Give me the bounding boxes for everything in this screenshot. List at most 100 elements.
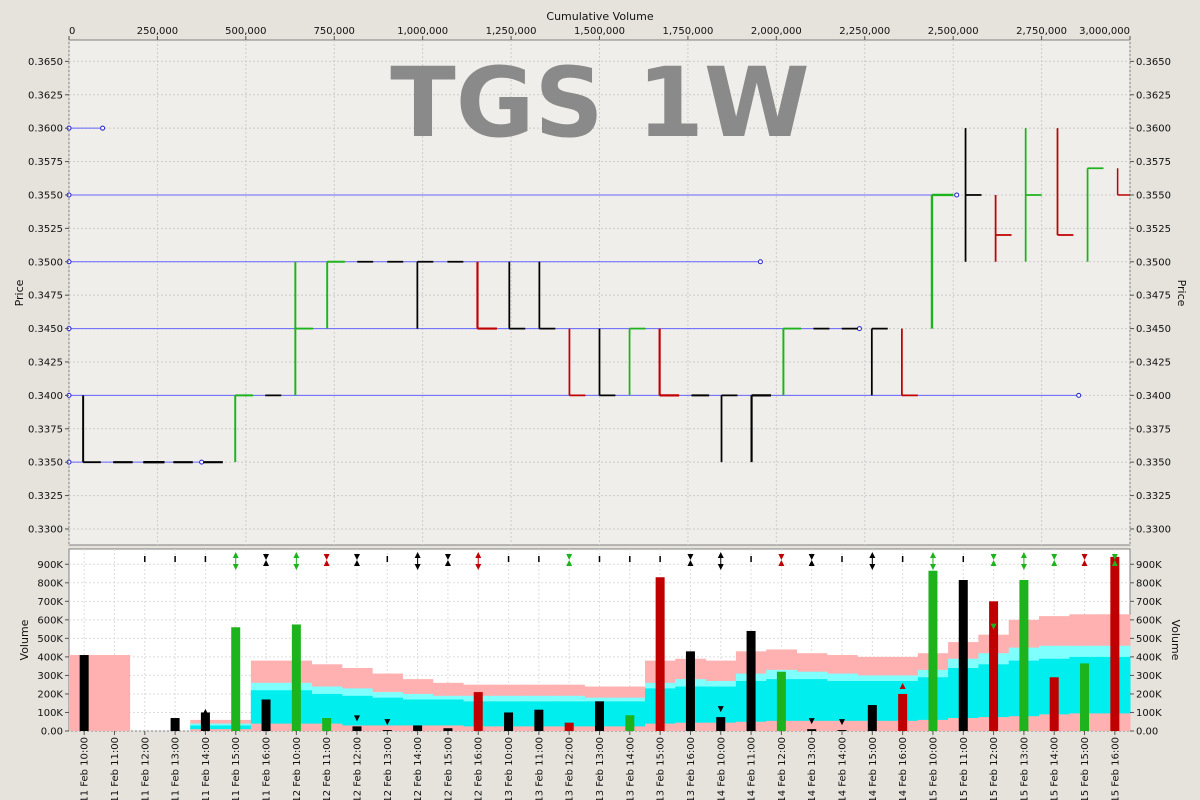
volume-bar [958, 580, 968, 731]
signal-marker-down [1081, 554, 1088, 560]
time-tick-label: 15 Feb 16:00 [1110, 737, 1121, 800]
time-tick-label: 15 Feb 11:00 [959, 737, 970, 800]
volume-bar-arrow [202, 708, 209, 715]
signal-marker-up [293, 552, 300, 558]
volume-bar [443, 728, 453, 731]
volume-band-segment [826, 720, 858, 731]
volume-tick-label: 300K [37, 671, 63, 682]
volume-bar [352, 726, 362, 731]
volume-bar [989, 601, 999, 731]
y-tick-label: 0.3575 [28, 157, 63, 168]
time-tick-label: 11 Feb 12:00 [140, 737, 151, 800]
y-tick-label: 0.3650 [1136, 57, 1171, 68]
y-tick-label: 0.3475 [28, 291, 63, 302]
price-level-end-point [199, 459, 205, 465]
volume-tick-label: 600K [37, 615, 63, 626]
volume-bar [1110, 556, 1120, 731]
time-tick-label: 13 Feb 14:00 [625, 737, 636, 800]
volume-tick-label: 700K [1136, 597, 1162, 608]
volume-bar-arrow [899, 682, 906, 689]
volume-tick-label: 0.00 [41, 727, 63, 738]
signal-marker-up [1051, 560, 1058, 566]
y-tick-label: 0.3525 [28, 224, 63, 235]
signal-marker-up [717, 552, 724, 558]
signal-marker-up [263, 560, 270, 566]
chart-watermark: TGS 1W [390, 47, 810, 159]
time-tick-label: 12 Feb 15:00 [443, 737, 454, 800]
signal-marker-down [717, 564, 724, 570]
x-tick-label: 2,500,000 [928, 26, 979, 37]
volume-tick-label: 0.00 [1136, 727, 1158, 738]
volume-bar-arrow [717, 706, 724, 713]
x-tick-label: 1,250,000 [486, 26, 537, 37]
time-tick-label: 13 Feb 12:00 [565, 737, 576, 800]
y-tick-label: 0.3625 [28, 90, 63, 101]
price-bars [82, 128, 1130, 464]
signal-marker-down [263, 554, 270, 560]
x-tick-label: 2,000,000 [751, 26, 802, 37]
signal-marker-up [1081, 560, 1088, 566]
signal-marker-down [232, 564, 239, 570]
signal-marker-up [778, 560, 785, 566]
price-axis-title-left: Price [13, 279, 26, 306]
volume-bar [867, 705, 877, 731]
time-tick-label: 14 Feb 10:00 [716, 737, 727, 800]
price-level-end-point [1076, 392, 1082, 398]
volume-bar-arrow [353, 715, 360, 722]
time-tick-label: 13 Feb 16:00 [686, 737, 697, 800]
volume-bar [504, 712, 514, 731]
time-tick-label: 15 Feb 15:00 [1080, 737, 1091, 800]
price-axis-title-right: Price [1175, 280, 1188, 307]
time-tick-label: 15 Feb 14:00 [1050, 737, 1061, 800]
x-tick-label: 250,000 [137, 26, 178, 37]
volume-bar [716, 717, 726, 731]
price-level-end-point [100, 125, 106, 131]
signal-marker-up [1111, 560, 1118, 566]
volume-band-segment [341, 695, 373, 731]
x-tick-label: 750,000 [314, 26, 355, 37]
signal-marker-down [687, 554, 694, 560]
time-tick-label: 13 Feb 11:00 [534, 737, 545, 800]
time-tick-label: 11 Feb 10:00 [80, 737, 91, 800]
volume-bar [564, 722, 574, 731]
signal-marker-down [929, 564, 936, 570]
signal-marker-up [869, 552, 876, 558]
time-tick-label: 14 Feb 14:00 [838, 737, 849, 800]
volume-tick-label: 900K [37, 560, 63, 571]
volume-tick-label: 500K [37, 634, 63, 645]
volume-bar-arrow [232, 708, 239, 715]
volume-tick-label: 300K [1136, 671, 1162, 682]
y-tick-label: 0.3300 [1136, 524, 1171, 535]
x-tick-label: 1,750,000 [662, 26, 713, 37]
y-tick-label: 0.3600 [28, 124, 63, 135]
volume-bar [655, 577, 665, 731]
signal-marker-down [444, 554, 451, 560]
volume-tick-label: 100K [37, 708, 63, 719]
signal-marker-up [323, 560, 330, 566]
volume-band-segment [99, 655, 131, 731]
volume-tick-label: 400K [1136, 652, 1162, 663]
volume-bar [1019, 580, 1029, 731]
signal-marker-down [1051, 554, 1058, 560]
signal-marker-up [353, 560, 360, 566]
time-tick-label: 14 Feb 15:00 [868, 737, 879, 800]
time-tick-label: 12 Feb 16:00 [474, 737, 485, 800]
signal-marker-up [414, 552, 421, 558]
volume-tick-label: 600K [1136, 615, 1162, 626]
price-level-end-point [757, 259, 763, 265]
signal-marker-up [990, 560, 997, 566]
y-tick-label: 0.3450 [28, 324, 63, 335]
cumulative-volume-ticks: 0 250,000 500,000 750,000 1,000,000 1,250,000… [68, 26, 1131, 40]
signal-marker-down [414, 564, 421, 570]
signal-marker-down [778, 554, 785, 560]
volume-bar [776, 671, 786, 731]
volume-tick-label: 500K [1136, 634, 1162, 645]
signal-marker-up [444, 560, 451, 566]
volume-markers [144, 552, 1118, 726]
time-tick-label: 11 Feb 11:00 [110, 737, 121, 800]
x-tick-label: 2,750,000 [1016, 26, 1067, 37]
volume-bar-arrow [384, 719, 391, 726]
x-tick-label: 1,000,000 [397, 26, 448, 37]
volume-bar [898, 693, 908, 731]
y-tick-label: 0.3350 [28, 458, 63, 469]
